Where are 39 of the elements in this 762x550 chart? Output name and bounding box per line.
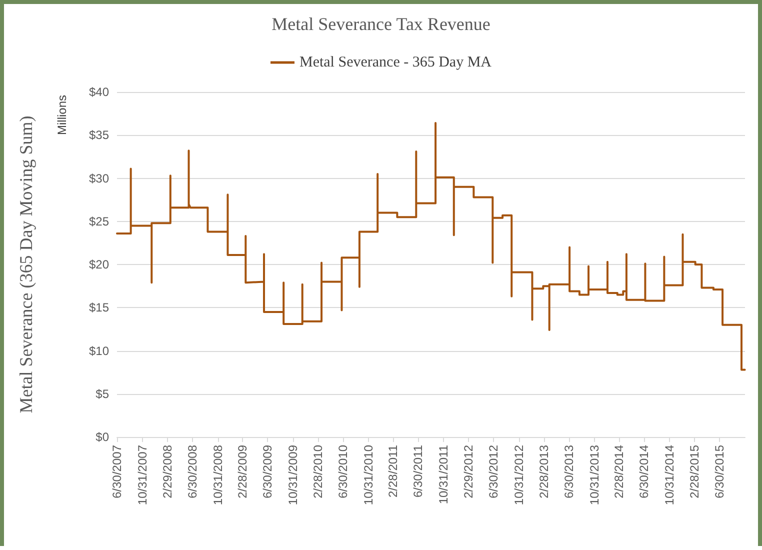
x-tick-label: 6/30/2014: [637, 444, 652, 498]
x-tick-label: 10/31/2007: [135, 444, 150, 506]
y-tick-label: $10: [88, 344, 110, 358]
x-tick-label: 6/30/2010: [336, 444, 350, 498]
x-tick-label: 2/28/2015: [687, 444, 702, 498]
x-tick-label: 2/29/2008: [160, 444, 174, 498]
text: Millions: [55, 94, 69, 136]
x-tick-label: 2/28/2014: [612, 444, 626, 498]
x-tick-label: 2/28/2010: [310, 444, 325, 498]
x-tick-label: 6/30/2012: [486, 444, 501, 498]
x-tick-label: 6/30/2011: [411, 444, 426, 498]
x-tick-label: 10/31/2012: [512, 444, 526, 506]
x-tick-label: 10/31/2008: [210, 444, 225, 506]
legend-label: Metal Severance - 365 Day MA: [299, 54, 492, 70]
x-tick-label: 10/31/2013: [587, 444, 602, 506]
x-tick-label: 6/30/2009: [260, 444, 275, 498]
y-tick-label: $5: [96, 386, 110, 401]
y-axis-title: Metal Severance (365 Day Moving Sum): [16, 116, 36, 414]
line-series: [116, 122, 746, 371]
x-tick-label: 10/31/2014: [662, 444, 677, 506]
y-tick-label: $40: [88, 85, 110, 99]
x-tick-label: 6/30/2008: [185, 444, 200, 498]
x-tick-label: 2/29/2012: [462, 444, 476, 498]
y-tick-label: $25: [88, 214, 110, 228]
x-tick-label: 10/31/2010: [361, 444, 376, 506]
y-tick-label: $30: [88, 171, 110, 186]
x-tick-label: 6/30/2007: [110, 444, 124, 498]
y-tick-label: $0: [96, 430, 110, 444]
x-tick-label: 10/31/2011: [436, 444, 451, 504]
x-tick-label: 10/31/2009: [286, 444, 300, 506]
x-tick-label: 2/28/2013: [536, 444, 551, 498]
x-tick-label: 2/28/2011: [386, 444, 400, 498]
x-tick-label: 2/28/2009: [236, 444, 250, 498]
chart-title: Metal Severance Tax Revenue: [272, 14, 490, 34]
x-tick-label: 6/30/2013: [562, 444, 576, 498]
y-tick-label: $20: [88, 258, 110, 272]
y-tick-label: $15: [88, 300, 110, 315]
x-tick-label: 6/30/2015: [712, 444, 726, 498]
y-tick-label: $35: [88, 128, 110, 142]
